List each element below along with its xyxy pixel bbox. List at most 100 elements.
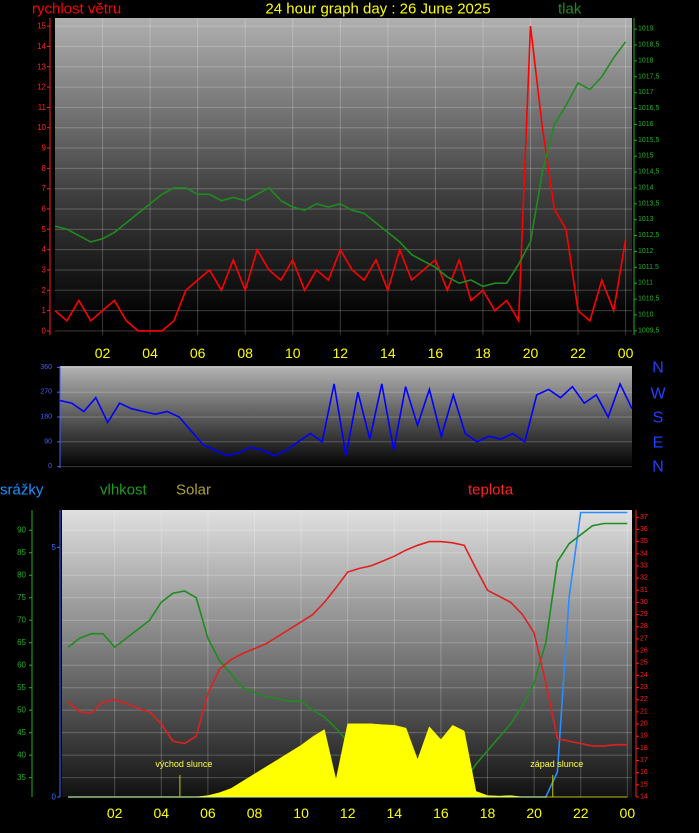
x-tick-label: 10 — [293, 805, 309, 821]
y-tick-label: 1009,5 — [638, 327, 660, 334]
x-tick-label: 22 — [570, 345, 586, 361]
y-tick-label: 85 — [17, 548, 26, 557]
y-tick-label: 26 — [640, 648, 648, 655]
y-tick-label: 1017 — [638, 89, 654, 96]
y-tick-label: 55 — [17, 683, 26, 692]
x-tick-label: 20 — [523, 345, 539, 361]
y-tick-label: 50 — [17, 706, 26, 715]
chart-title: 24 hour graph day : 26 June 2025 — [265, 1, 490, 18]
y-tick-label: 35 — [17, 773, 26, 782]
y-tick-label: 0 — [52, 793, 57, 802]
y-tick-label: 15 — [640, 781, 648, 788]
y-tick-label: 10 — [37, 123, 46, 132]
line — [54, 26, 627, 332]
x-tick-label: 14 — [380, 345, 396, 361]
y-tick-label: 24 — [640, 672, 648, 679]
y-tick-label: 2 — [42, 286, 47, 295]
y-tick-label: 1012 — [638, 248, 654, 255]
y-tick-label: 5 — [42, 225, 47, 234]
y-tick-label: 60 — [17, 661, 26, 670]
y-tick-label: 1013 — [638, 216, 654, 223]
y-tick-label: 33 — [640, 562, 648, 569]
y-tick-label: 12 — [37, 83, 46, 92]
y-tick-label: 1016 — [638, 121, 654, 128]
y-tick-label: 80 — [17, 571, 26, 580]
y-tick-label: 1015 — [638, 153, 654, 160]
x-tick-label: 18 — [480, 805, 496, 821]
y-tick-label: 1013,5 — [638, 200, 660, 207]
y-tick-label: 32 — [640, 575, 648, 582]
y-tick-label: 23 — [640, 684, 648, 691]
y-tick-label: 18 — [640, 745, 648, 752]
y-tick-label: 270 — [40, 389, 52, 396]
y-tick-label: 16 — [640, 769, 648, 776]
line — [59, 381, 633, 457]
x-tick-label: 12 — [340, 805, 356, 821]
y-tick-label: 19 — [640, 733, 648, 740]
x-tick-label: 04 — [153, 805, 169, 821]
y-tick-label: 3 — [42, 265, 47, 274]
y-tick-label: 6 — [42, 205, 47, 214]
y-tick-label: 90 — [17, 526, 26, 535]
y-tick-label: 35 — [640, 538, 648, 545]
x-tick-label: 02 — [95, 345, 111, 361]
y-tick-label: 1019 — [638, 26, 654, 33]
legend-label: srážky — [0, 482, 44, 499]
y-tick-label: 15 — [37, 22, 46, 31]
y-tick-label: 1010 — [638, 311, 654, 318]
y-tick-label: 0 — [48, 463, 52, 470]
x-tick-label: 18 — [475, 345, 491, 361]
y-tick-label: 13 — [37, 62, 46, 71]
y-tick-label: 180 — [40, 414, 52, 421]
x-tick-label: 16 — [428, 345, 444, 361]
compass-label: N — [652, 459, 664, 476]
y-tick-label: 5 — [52, 543, 57, 552]
y-tick-label: 1015,5 — [638, 137, 660, 144]
annotation: západ slunce — [530, 759, 583, 769]
x-tick-label: 16 — [433, 805, 449, 821]
y-tick-label: 1016,5 — [638, 105, 660, 112]
y-tick-label: 11 — [38, 103, 47, 112]
y-tick-label: 40 — [17, 751, 26, 760]
line — [54, 41, 627, 288]
compass-label: N — [652, 360, 664, 377]
compass-label: W — [650, 386, 666, 403]
y-tick-label: 29 — [640, 611, 648, 618]
x-tick-label: 08 — [237, 345, 253, 361]
y-tick-label: 8 — [42, 164, 47, 173]
legend-label: tlak — [558, 1, 582, 18]
y-tick-label: 45 — [17, 728, 26, 737]
y-tick-label: 31 — [640, 587, 648, 594]
y-tick-label: 90 — [44, 438, 52, 445]
y-tick-label: 65 — [17, 638, 26, 647]
annotation: východ slunce — [155, 759, 212, 769]
y-tick-label: 1 — [42, 306, 47, 315]
x-tick-label: 10 — [285, 345, 301, 361]
y-tick-label: 1012,5 — [638, 232, 660, 239]
y-tick-label: 25 — [640, 660, 648, 667]
y-tick-label: 1014 — [638, 184, 654, 191]
y-tick-label: 1011,5 — [638, 264, 659, 271]
x-tick-label: 00 — [618, 345, 634, 361]
y-tick-label: 21 — [640, 708, 648, 715]
y-tick-label: 7 — [42, 184, 47, 193]
x-tick-label: 20 — [526, 805, 542, 821]
y-tick-label: 0 — [42, 326, 47, 335]
x-tick-label: 00 — [620, 805, 636, 821]
y-tick-label: 37 — [640, 514, 648, 521]
x-tick-label: 22 — [573, 805, 589, 821]
legend-label: teplota — [468, 482, 514, 499]
area — [68, 723, 628, 798]
legend-label: rychlost větru — [32, 1, 121, 18]
line — [67, 540, 628, 747]
y-tick-label: 1014,5 — [638, 169, 660, 176]
y-tick-label: 30 — [640, 599, 648, 606]
y-tick-label: 360 — [40, 364, 52, 371]
y-tick-label: 9 — [42, 144, 47, 153]
y-tick-label: 4 — [42, 245, 47, 254]
plot-background — [55, 18, 632, 335]
y-tick-label: 20 — [640, 721, 648, 728]
x-tick-label: 02 — [107, 805, 123, 821]
